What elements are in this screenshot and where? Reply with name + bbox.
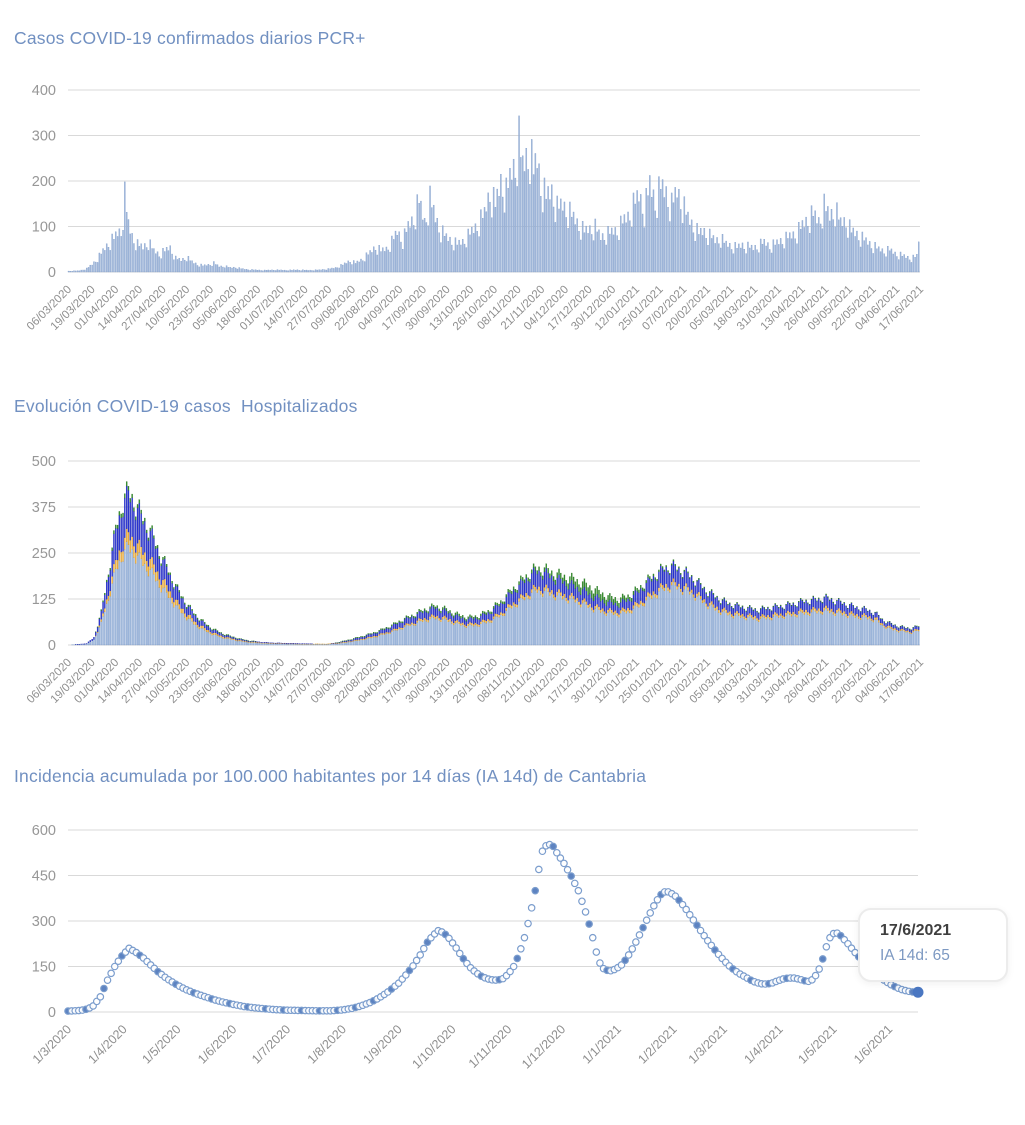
svg-text:450: 450 [32,869,56,885]
svg-text:300: 300 [32,129,56,145]
svg-text:0: 0 [48,265,56,281]
svg-text:1/2/2021: 1/2/2021 [635,1022,679,1066]
svg-text:1/12/2020: 1/12/2020 [519,1022,568,1071]
svg-text:1/4/2021: 1/4/2021 [741,1022,785,1066]
svg-text:1/10/2020: 1/10/2020 [409,1022,458,1071]
svg-text:1/3/2020: 1/3/2020 [30,1022,74,1066]
svg-text:200: 200 [32,174,56,190]
tooltip: 17/6/2021 IA 14d: 65 [858,908,1008,982]
svg-text:1/9/2020: 1/9/2020 [360,1022,404,1066]
svg-text:150: 150 [32,960,56,976]
svg-text:600: 600 [32,823,56,839]
svg-text:0: 0 [48,1005,56,1021]
tooltip-value: IA 14d: 65 [880,947,950,964]
svg-text:1/11/2020: 1/11/2020 [466,1022,515,1071]
svg-text:1/3/2021: 1/3/2021 [686,1022,730,1066]
svg-text:1/6/2020: 1/6/2020 [195,1022,239,1066]
chart-2: 012525037550006/03/202019/03/202001/04/2… [25,454,926,706]
svg-text:1/8/2020: 1/8/2020 [305,1022,349,1066]
chart-1: 010020030040006/03/202019/03/202001/04/2… [25,83,926,333]
svg-text:1/7/2020: 1/7/2020 [249,1022,293,1066]
chart-title-hospitalized: Evolución COVID-19 casos Hospitalizados [14,396,358,416]
svg-text:1/4/2020: 1/4/2020 [86,1022,130,1066]
chart-3: 0 150 300 450 600 1/3/2020 1/4/2020 1/5/2020 1/6… [30,823,924,1071]
svg-text:1/1/2021: 1/1/2021 [580,1022,624,1066]
svg-text:375: 375 [32,500,56,516]
svg-text:0: 0 [48,638,56,654]
svg-text:500: 500 [32,454,56,470]
svg-text:1/5/2021: 1/5/2021 [795,1022,839,1066]
chart-title-incidence: Incidencia acumulada por 100.000 habitan… [14,766,647,786]
svg-text:125: 125 [32,592,56,608]
svg-text:100: 100 [32,220,56,236]
chart-title-pcr-cases: Casos COVID-19 confirmados diarios PCR+ [14,28,366,48]
svg-text:1/6/2021: 1/6/2021 [851,1022,895,1066]
svg-text:1/5/2020: 1/5/2020 [139,1022,183,1066]
tooltip-date: 17/6/2021 [880,922,952,939]
svg-text:300: 300 [32,914,56,930]
svg-text:250: 250 [32,546,56,562]
svg-text:400: 400 [32,83,56,99]
